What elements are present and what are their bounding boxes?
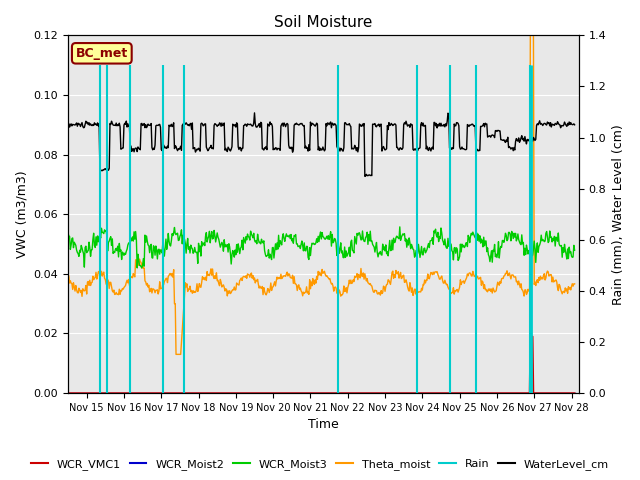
Y-axis label: VWC (m3/m3): VWC (m3/m3) [15,170,28,258]
Legend: WCR_VMC1, WCR_Moist2, WCR_Moist3, Theta_moist, Rain, WaterLevel_cm: WCR_VMC1, WCR_Moist2, WCR_Moist3, Theta_… [27,455,613,474]
Y-axis label: Rain (mm), Water Level (cm): Rain (mm), Water Level (cm) [612,124,625,305]
Title: Soil Moisture: Soil Moisture [275,15,372,30]
Text: BC_met: BC_met [76,47,128,60]
X-axis label: Time: Time [308,419,339,432]
